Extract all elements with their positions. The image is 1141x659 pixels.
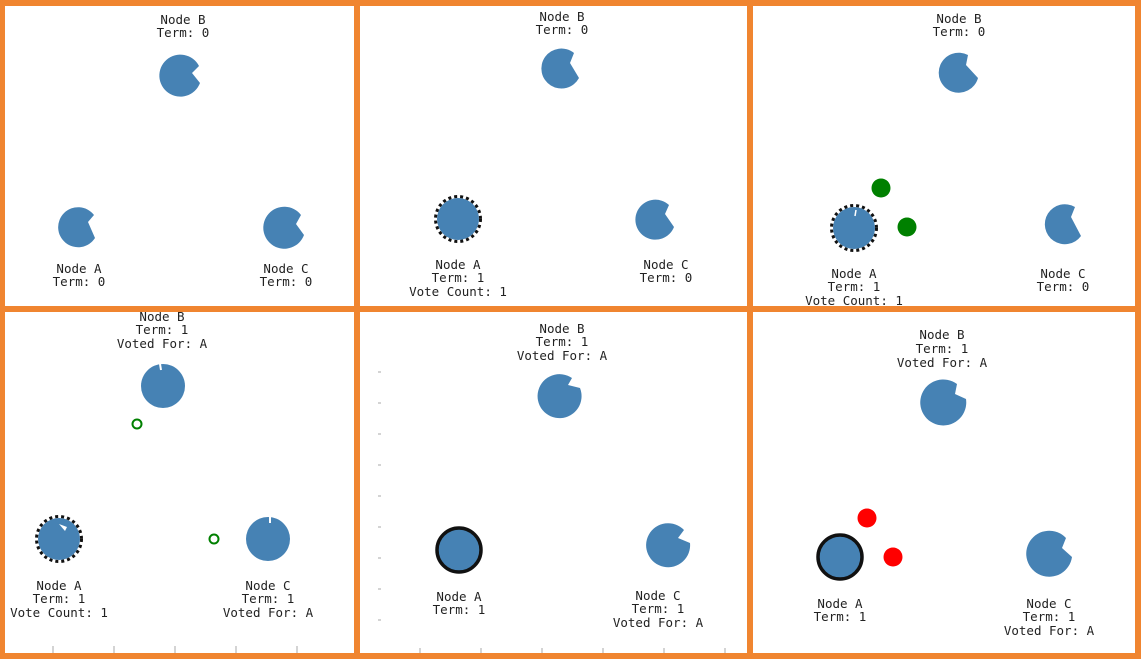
node-a-name: Node A <box>436 589 482 604</box>
node-a-term: Term: 1 <box>432 270 485 285</box>
raft-diagram-6: Node B Term: 1 Voted For: A Node A Term:… <box>814 327 1095 638</box>
node-b-term: Term: 0 <box>536 22 589 37</box>
vote-request-message <box>897 217 917 237</box>
heartbeat-message <box>883 547 903 567</box>
raft-panel-5: Node B Term: 1 Voted For: A Node A Term:… <box>360 312 747 653</box>
node-a-circle <box>833 207 875 249</box>
node-a-term: Term: 1 <box>814 609 867 624</box>
node-b-name: Node B <box>936 11 981 26</box>
raft-diagram-5: Node B Term: 1 Voted For: A Node A Term:… <box>378 321 726 653</box>
node-a-leader-circle <box>816 533 864 581</box>
node-c-term: Term: 1 <box>242 591 295 606</box>
node-a-candidate-ring <box>35 515 83 563</box>
node-c-term: Term: 0 <box>640 270 693 285</box>
node-c-name: Node C <box>1026 596 1071 611</box>
raft-diagram-1: Node B Term: 0 Node A Term: 0 Node C Ter… <box>53 12 313 289</box>
vote-response-message <box>208 533 220 545</box>
node-b-name: Node B <box>160 12 205 27</box>
node-a-candidate-ring <box>434 195 482 243</box>
node-b-circle <box>159 54 200 97</box>
node-c-term: Term: 0 <box>1037 279 1090 294</box>
node-a-term: Term: 1 <box>828 279 881 294</box>
node-b-term: Term: 0 <box>933 24 986 39</box>
node-b-circle <box>141 364 185 408</box>
node-a-name: Node A <box>435 257 481 272</box>
raft-panel-6: Node B Term: 1 Voted For: A Node A Term:… <box>753 312 1135 653</box>
node-b-circle <box>920 379 967 426</box>
vote-request-message <box>871 178 891 198</box>
raft-panel-4: Node B Term: 1 Voted For: A Node A Term:… <box>5 312 354 653</box>
node-a-vote-count: Vote Count: 1 <box>409 284 507 299</box>
node-a-name: Node A <box>817 596 863 611</box>
raft-panel-1: Node B Term: 0 Node A Term: 0 Node C Ter… <box>5 6 354 306</box>
raft-panel-2: Node B Term: 0 Node A Term: 1 Vote Count… <box>360 6 747 306</box>
node-b-term: Term: 1 <box>916 341 969 356</box>
node-c-name: Node C <box>263 261 308 276</box>
node-b-circle <box>537 374 582 419</box>
node-c-circle <box>263 206 304 249</box>
node-c-voted-for: Voted For: A <box>613 615 704 630</box>
node-b-circle <box>541 48 579 89</box>
node-c-voted-for: Voted For: A <box>223 605 314 620</box>
node-c-name: Node C <box>635 588 680 603</box>
node-a-vote-count: Vote Count: 1 <box>805 293 903 306</box>
node-b-term: Term: 0 <box>157 25 210 40</box>
node-c-name: Node C <box>1040 266 1085 281</box>
node-a-leader-circle <box>435 526 483 574</box>
node-b-name: Node B <box>539 321 584 336</box>
raft-diagram-3: Node B Term: 0 Node A Term: 1 Vote Count… <box>805 11 1090 306</box>
vote-response-message <box>131 418 143 430</box>
node-b-voted-for: Voted For: A <box>517 348 608 363</box>
node-b-term: Term: 1 <box>136 322 189 337</box>
raft-panel-3: Node B Term: 0 Node A Term: 1 Vote Count… <box>753 6 1135 306</box>
node-c-circle <box>635 199 674 240</box>
axis-ticks <box>52 646 298 653</box>
node-a-term: Term: 1 <box>433 602 486 617</box>
node-c-circle <box>1044 204 1081 245</box>
node-b-name: Node B <box>539 9 584 24</box>
node-b-name: Node B <box>139 312 184 324</box>
node-c-circle <box>1026 530 1072 577</box>
raft-diagram-2: Node B Term: 0 Node A Term: 1 Vote Count… <box>409 9 693 299</box>
node-b-term: Term: 1 <box>536 334 589 349</box>
node-a-circle <box>38 518 80 560</box>
node-c-name: Node C <box>245 578 290 593</box>
node-a-term: Term: 1 <box>33 591 86 606</box>
node-b-name: Node B <box>919 327 964 342</box>
node-a-circle <box>437 198 479 240</box>
node-a-candidate-ring <box>830 204 878 252</box>
node-a-name: Node A <box>36 578 82 593</box>
node-c-name: Node C <box>643 257 688 272</box>
node-c-circle <box>646 523 691 568</box>
node-a-circle <box>58 207 95 248</box>
node-a-name: Node A <box>56 261 102 276</box>
node-a-name: Node A <box>831 266 877 281</box>
raft-diagram-4: Node B Term: 1 Voted For: A Node A Term:… <box>10 312 314 653</box>
node-c-voted-for: Voted For: A <box>1004 623 1095 638</box>
node-b-circle <box>938 52 978 93</box>
node-c-term: Term: 1 <box>1023 609 1076 624</box>
axis-ticks <box>378 371 726 653</box>
node-b-voted-for: Voted For: A <box>897 355 988 370</box>
heartbeat-message <box>857 508 877 528</box>
node-a-term: Term: 0 <box>53 274 106 289</box>
node-c-circle <box>246 517 290 561</box>
node-b-voted-for: Voted For: A <box>117 336 208 351</box>
node-c-term: Term: 0 <box>260 274 313 289</box>
node-c-term: Term: 1 <box>632 601 685 616</box>
node-a-vote-count: Vote Count: 1 <box>10 605 108 620</box>
